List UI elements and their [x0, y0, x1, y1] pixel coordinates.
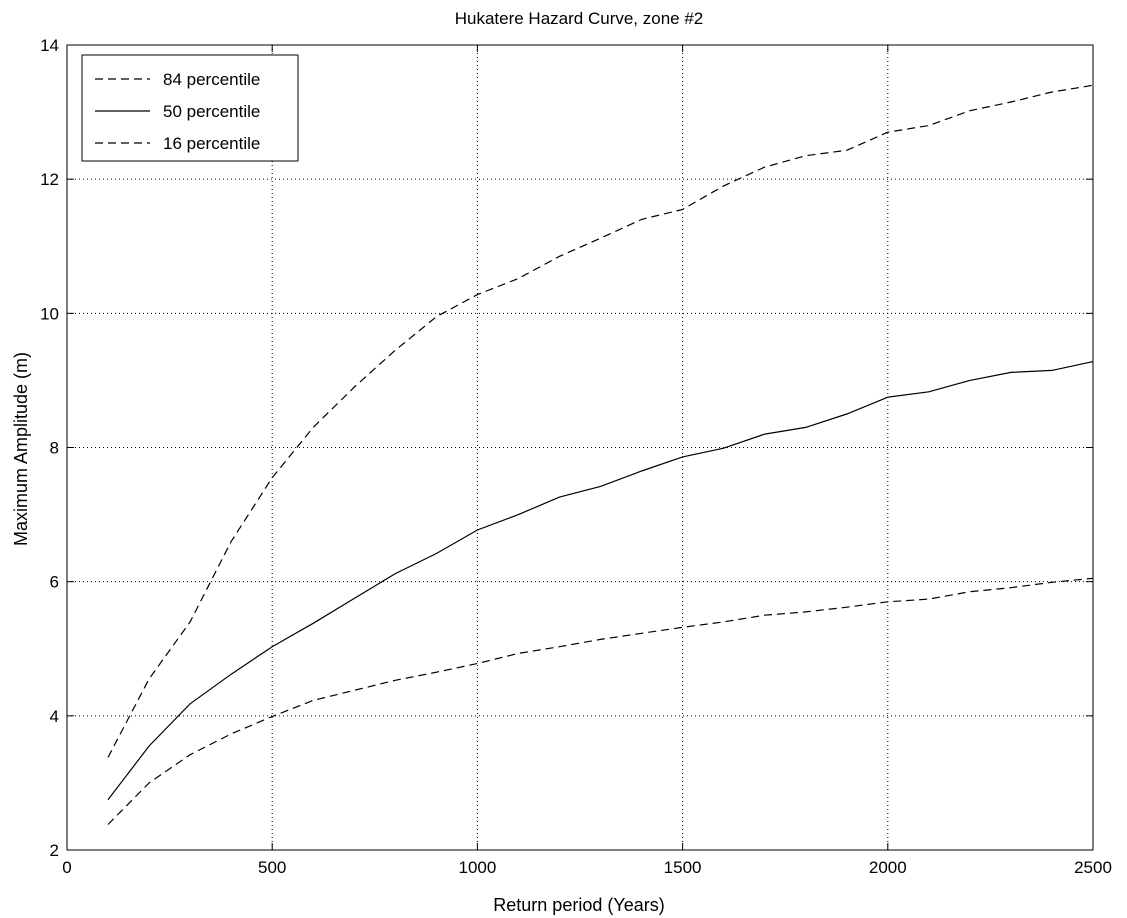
y-tick-label: 14 — [40, 36, 59, 55]
x-tick-label: 1000 — [458, 858, 496, 877]
x-tick-label: 2500 — [1074, 858, 1112, 877]
y-tick-label: 10 — [40, 304, 59, 323]
series-line-16-percentile — [107, 577, 1094, 825]
legend-label: 84 percentile — [163, 70, 260, 89]
grid — [67, 45, 1093, 850]
x-axis-label: Return period (Years) — [493, 895, 664, 915]
chart-title: Hukatere Hazard Curve, zone #2 — [455, 9, 704, 28]
legend: 84 percentile 50 percentile 16 percentile — [81, 54, 299, 162]
x-tick-label: 500 — [258, 858, 286, 877]
legend-label: 50 percentile — [163, 102, 260, 121]
y-tick-label: 8 — [50, 439, 59, 458]
x-tick-label: 0 — [62, 858, 71, 877]
x-tick-label: 2000 — [869, 858, 907, 877]
legend-label: 16 percentile — [163, 134, 260, 153]
y-axis-label: Maximum Amplitude (m) — [11, 352, 31, 546]
y-tick-label: 2 — [50, 841, 59, 860]
ticks — [66, 44, 1094, 851]
y-tick-label: 6 — [50, 573, 59, 592]
y-tick-label: 4 — [50, 707, 59, 726]
x-tick-label: 1500 — [664, 858, 702, 877]
series-line-50-percentile — [107, 361, 1094, 801]
series-group — [107, 84, 1094, 825]
y-tick-label: 12 — [40, 170, 59, 189]
tick-labels: 0 500 1000 1500 2000 2500 2 4 6 8 10 12 14 — [40, 36, 1112, 877]
legend-box — [81, 54, 299, 162]
